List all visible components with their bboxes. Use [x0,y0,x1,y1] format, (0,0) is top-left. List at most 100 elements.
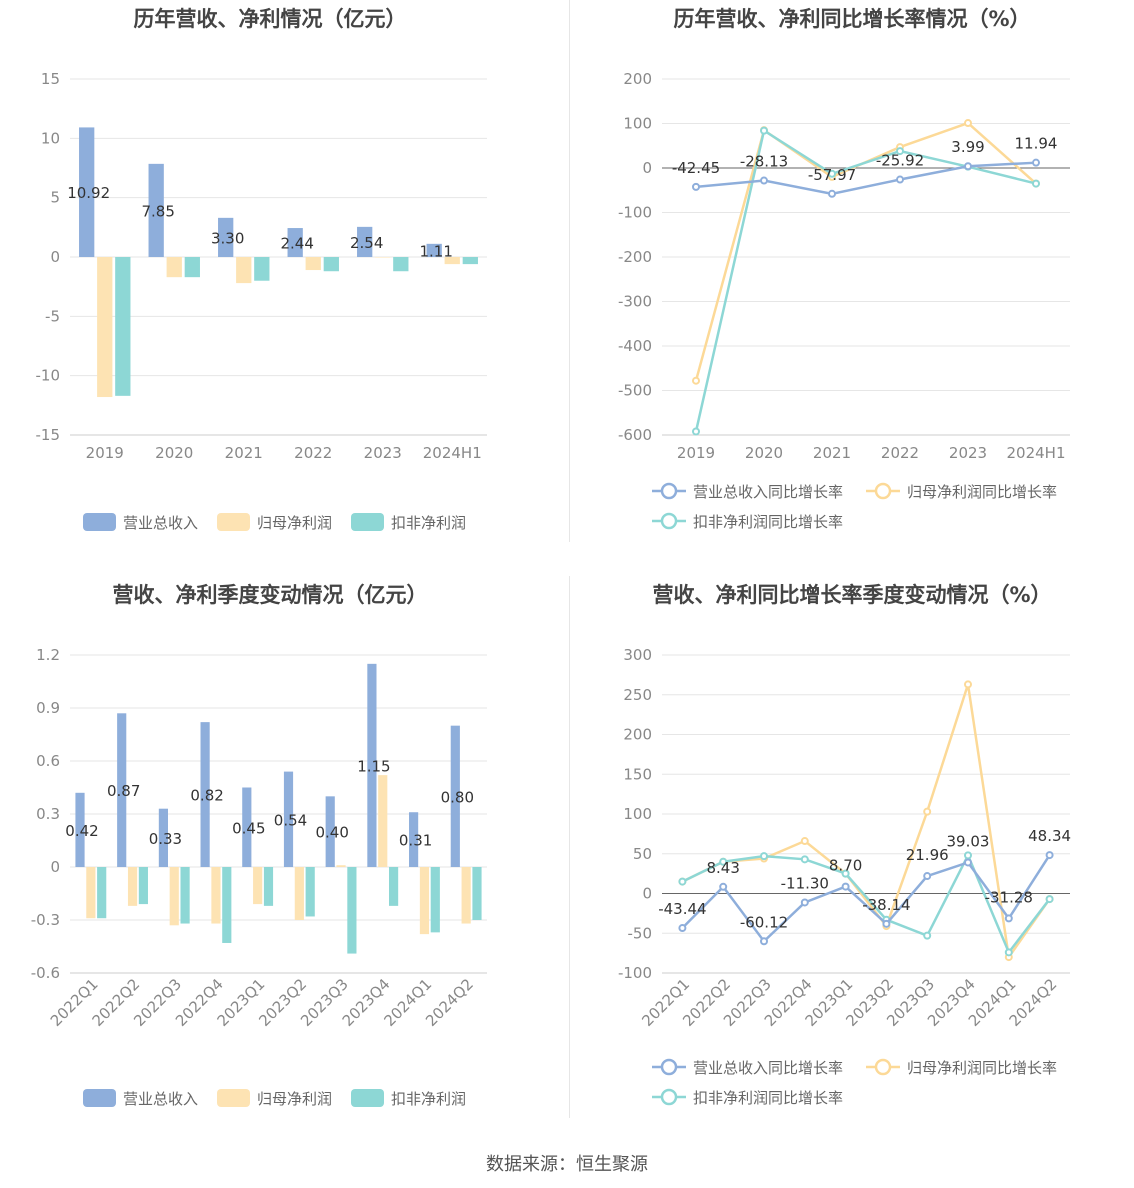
divider-bottom [569,576,570,1118]
y-tick-label: -100 [618,204,652,222]
line-data-label: 8.43 [706,859,739,877]
line-point [760,852,768,861]
legend-swatch [351,1089,384,1107]
legend-marker [874,1058,892,1076]
line-point [896,147,904,156]
x-tick-label: 2019 [86,444,124,462]
chart-quarterly-revenue-profit: 营收、净利季度变动情况（亿元） 1.2 0.9 0.6 0.3 0 -0.3 -0.6 2022… [0,575,567,1150]
line-point [1045,895,1054,904]
bar-net-profit [294,867,304,920]
bar-revenue [242,787,252,867]
y-tick-label: -200 [618,248,652,266]
line-point [678,924,687,933]
legend-label: 营业总收入同比增长率 [693,1059,843,1077]
bar-net-profit [236,257,252,284]
bar-net-profit [127,867,138,906]
legend-swatch [83,513,116,531]
bar-data-label: 1.15 [357,757,390,775]
bar-deducted-profit [97,867,107,919]
line-point [896,175,904,184]
bar-data-label: 7.85 [141,202,174,220]
x-tick-label: 2024H1 [1007,444,1066,462]
y-tick-label: 0 [642,159,652,177]
bar-data-label: 0.45 [232,819,265,837]
line-data-label: -43.44 [658,900,706,918]
bar-net-profit [253,867,263,905]
line-point [1004,914,1013,923]
y-tick-label: -0.3 [31,911,60,929]
x-tick-label: 2019 [677,444,715,462]
quarterly-line-chart-svg: 营收、净利同比增长率季度变动情况（%） 300 250 200 150 100 50 0 -50… [618,583,1071,1107]
bar-revenue [79,127,95,257]
line-point [882,919,891,928]
line-point [719,857,728,866]
line-data-label: -38.14 [862,896,910,914]
bar-net-profit [305,257,321,271]
legend-label: 营业总收入 [123,514,198,532]
chart-title: 历年营收、净利情况（亿元） [134,7,407,31]
bar-net-profit [166,257,182,278]
line-data-label: 11.94 [1015,135,1058,153]
y-tick-label: -300 [618,293,652,311]
line-deducted-growth [681,852,1051,955]
line-point [923,807,932,816]
bar-deducted-profit [462,257,478,265]
line-data-label: -11.30 [781,874,829,892]
legend-marker [660,482,678,500]
line-point [692,427,700,436]
y-tick-label: 150 [623,765,652,783]
line-point [760,937,768,946]
legend-label: 扣非净利润同比增长率 [693,1089,843,1107]
line-revenue-growth [695,161,1037,196]
line-data-label: -31.28 [985,888,1033,906]
bar-data-label: 10.92 [67,184,110,202]
bar-deducted-profit [184,257,200,278]
line-data-label: 8.70 [829,857,862,875]
bar-data-label: 0.42 [65,822,98,840]
bar-deducted-profit [393,257,409,272]
line-data-label: 48.34 [1028,827,1071,845]
y-tick-label: 1.2 [36,646,60,664]
bar-net-profit [211,867,221,924]
bar-data-label: 0.40 [316,824,349,842]
bar-deducted-profit [263,867,274,906]
line-point [678,877,687,886]
line-point [841,882,850,891]
line-point [964,119,972,128]
bar-revenue [218,217,234,257]
chart-annual-revenue-profit: 历年营收、净利情况（亿元） 15 10 5 0 -5 -10 -15 2019 2020 2021 2… [0,0,567,575]
legend-marker [660,1058,678,1076]
legend-swatch [351,513,384,531]
line-point [964,858,972,867]
bar-deducted-profit [430,867,440,933]
y-tick-label: 10 [41,129,60,147]
y-tick-label: 0.9 [36,699,60,717]
line-point [1032,179,1040,188]
bar-data-label: 1.11 [419,242,452,260]
bar-deducted-profit [389,867,399,906]
line-data-label: 21.96 [906,846,949,864]
chart-annual-growth-rate: 历年营收、净利同比增长率情况（%） 200 100 0 -100 -200 -300 -400… [567,0,1134,575]
legend-label: 扣非净利润同比增长率 [693,513,843,531]
line-point [923,931,932,940]
y-tick-label: 0 [642,885,652,903]
bar-deducted-profit [305,867,315,917]
legend-swatch [83,1089,116,1107]
data-source-note: 数据来源：恒生聚源 [486,1154,648,1175]
legend-label: 扣非净利润 [391,514,466,532]
bar-revenue [426,243,442,257]
line-point [800,837,809,846]
bar-revenue [357,226,373,257]
legend-marker [660,512,678,530]
y-tick-label: -10 [36,367,61,385]
y-tick-label: 300 [623,646,652,664]
bar-net-profit [378,775,388,867]
bar-data-label: 0.33 [149,830,182,848]
quarterly-bar-chart-svg: 营收、净利季度变动情况（亿元）1.20.90.60.30-0.3-0.62022… [31,583,487,1108]
bar-net-profit [86,867,96,919]
bar-revenue [325,796,335,867]
bar-revenue [283,771,294,867]
y-tick-label: -50 [628,924,653,942]
bar-net-profit [336,865,346,867]
y-tick-label: 100 [623,115,652,133]
